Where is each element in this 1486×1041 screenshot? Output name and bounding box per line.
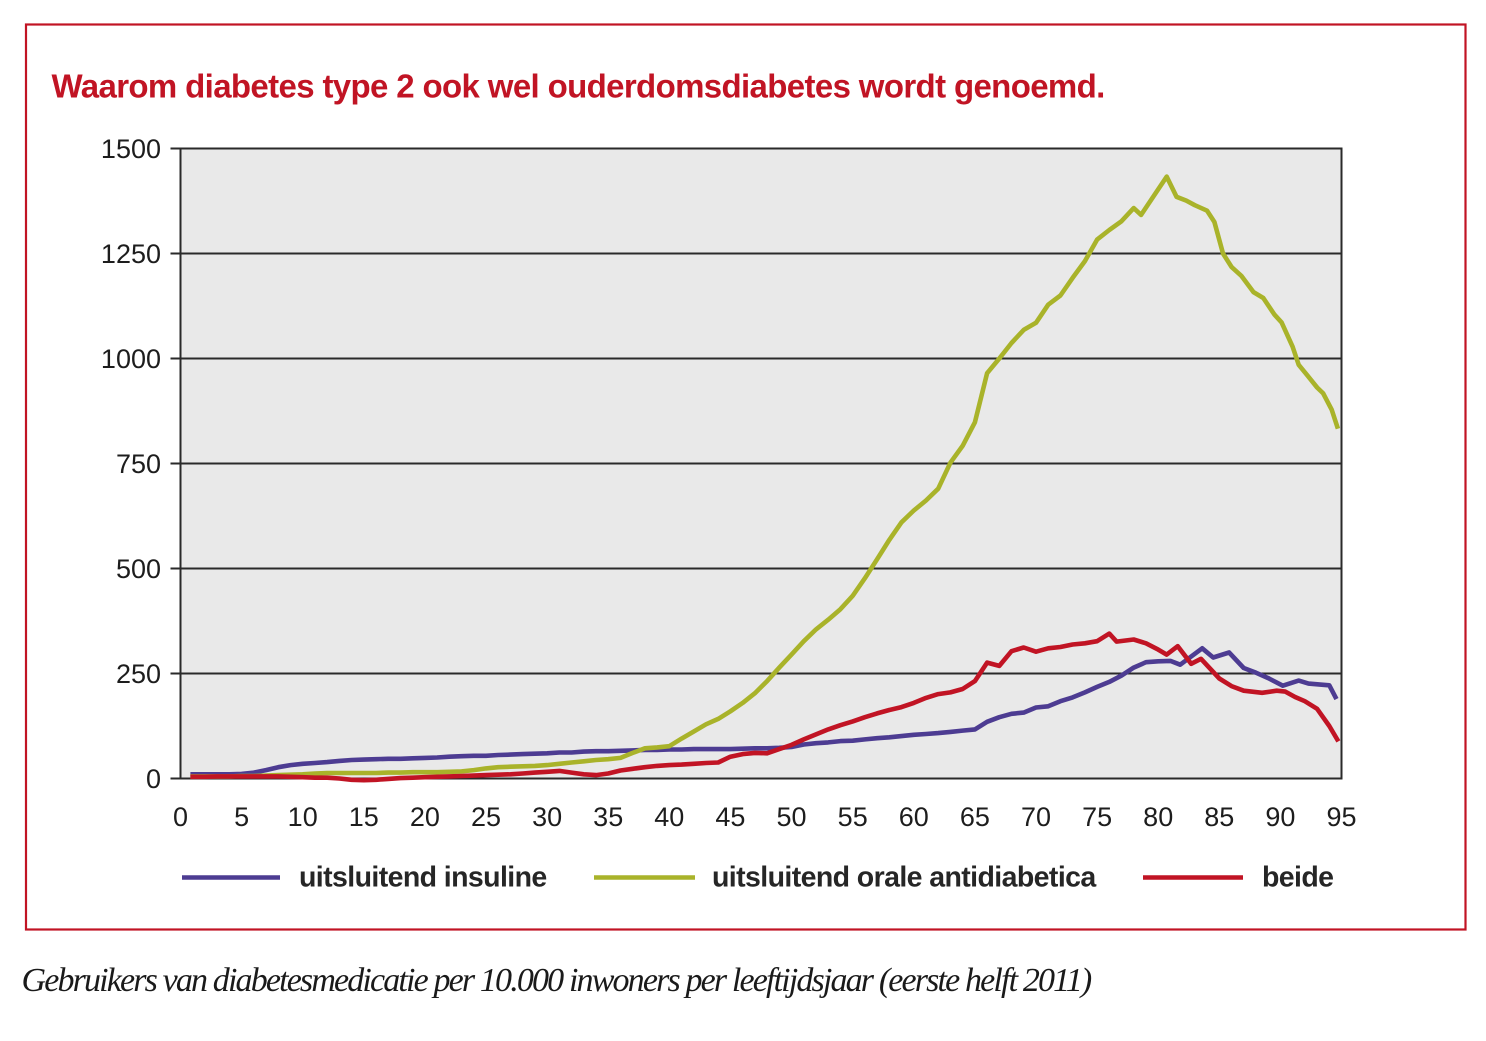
svg-text:750: 750: [116, 449, 161, 479]
svg-text:70: 70: [1021, 802, 1051, 832]
svg-text:90: 90: [1265, 802, 1295, 832]
svg-text:beide: beide: [1262, 862, 1333, 894]
svg-text:500: 500: [116, 554, 161, 584]
svg-text:55: 55: [838, 802, 868, 832]
svg-text:80: 80: [1143, 802, 1173, 832]
svg-text:20: 20: [410, 802, 440, 832]
svg-text:60: 60: [899, 802, 929, 832]
svg-text:1000: 1000: [101, 344, 161, 374]
svg-text:95: 95: [1326, 802, 1356, 832]
svg-text:35: 35: [593, 802, 623, 832]
svg-text:15: 15: [349, 802, 379, 832]
svg-text:0: 0: [173, 802, 188, 832]
svg-text:25: 25: [471, 802, 501, 832]
svg-text:Waarom diabetes type 2 ook wel: Waarom diabetes type 2 ook wel ouderdoms…: [52, 68, 1105, 105]
svg-text:10: 10: [288, 802, 318, 832]
svg-text:0: 0: [146, 764, 161, 794]
svg-text:5: 5: [234, 802, 249, 832]
svg-text:30: 30: [532, 802, 562, 832]
svg-text:85: 85: [1204, 802, 1234, 832]
svg-text:65: 65: [960, 802, 990, 832]
svg-text:uitsluitend insuline: uitsluitend insuline: [299, 862, 547, 894]
svg-text:50: 50: [776, 802, 806, 832]
svg-text:Gebruikers van diabetesmedicat: Gebruikers van diabetesmedicatie per 10.…: [22, 962, 1092, 999]
svg-text:75: 75: [1082, 802, 1112, 832]
svg-text:uitsluitend orale antidiabetic: uitsluitend orale antidiabetica: [712, 862, 1097, 894]
svg-text:1250: 1250: [101, 239, 161, 269]
svg-text:250: 250: [116, 659, 161, 689]
svg-text:40: 40: [654, 802, 684, 832]
svg-text:1500: 1500: [101, 134, 161, 164]
svg-text:45: 45: [715, 802, 745, 832]
